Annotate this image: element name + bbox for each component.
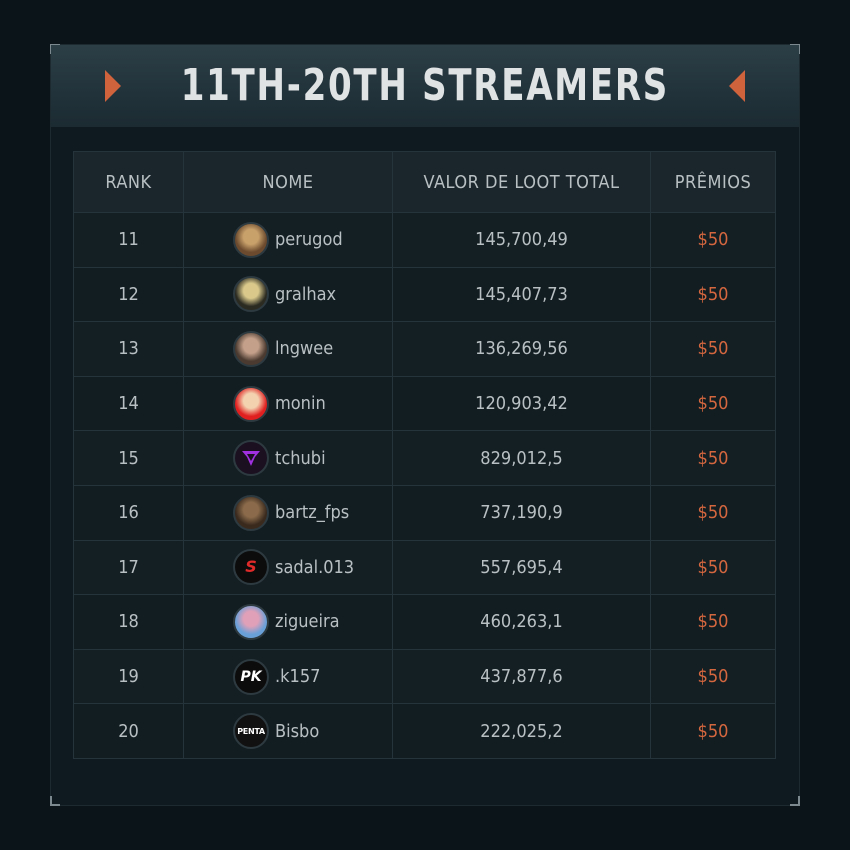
leaderboard-table: RANK NOME VALOR DE LOOT TOTAL PRÊMIOS 11… bbox=[73, 151, 776, 759]
penta-logo-avatar-icon: PENTA bbox=[233, 713, 269, 750]
rank-cell: 18 bbox=[73, 594, 184, 650]
prize-cell: $50 bbox=[650, 375, 776, 432]
streamer-name: bartz_fps bbox=[275, 502, 350, 524]
table-row: 16 bartz_fps 737,190,9 $50 bbox=[73, 484, 776, 541]
leaderboard-panel: 11TH-20TH STREAMERS RANK NOME VALOR DE L… bbox=[50, 44, 800, 806]
rank-cell: 11 bbox=[73, 212, 184, 268]
column-header-prize: PRÊMIOS bbox=[650, 151, 776, 213]
rank-cell: 14 bbox=[73, 375, 184, 432]
pk-logo-avatar-icon: PK bbox=[233, 658, 269, 695]
rank-cell: 17 bbox=[73, 539, 184, 596]
name-cell: zigueira bbox=[183, 594, 393, 650]
prize-cell: $50 bbox=[650, 539, 776, 596]
table-row: 14 monin 120,903,42 $50 bbox=[73, 375, 776, 432]
table-row: 12 gralhax 145,407,73 $50 bbox=[73, 266, 776, 323]
rank-cell: 19 bbox=[73, 648, 184, 705]
streamer-name: zigueira bbox=[275, 611, 340, 633]
streamer-name: perugod bbox=[275, 229, 343, 251]
arrow-right-icon bbox=[105, 70, 122, 102]
arrow-left-icon bbox=[728, 70, 745, 102]
loot-value-cell: 437,877,6 bbox=[392, 648, 651, 705]
name-cell: gralhax bbox=[183, 266, 393, 323]
loot-value-cell: 145,700,49 bbox=[392, 212, 651, 268]
prize-cell: $50 bbox=[650, 266, 776, 323]
rank-cell: 16 bbox=[73, 484, 184, 541]
table-row: 20 PENTA Bisbo 222,025,2 $50 bbox=[73, 703, 776, 759]
streamer-name: tchubi bbox=[275, 447, 326, 469]
prize-cell: $50 bbox=[650, 212, 776, 268]
column-header-loot: VALOR DE LOOT TOTAL bbox=[392, 151, 651, 213]
streamer-name: lngwee bbox=[275, 338, 334, 360]
corner-bracket bbox=[790, 796, 800, 806]
prize-cell: $50 bbox=[650, 321, 776, 377]
loot-value-cell: 222,025,2 bbox=[392, 703, 651, 759]
bird-avatar-icon bbox=[233, 276, 269, 313]
streamer-name: Bisbo bbox=[275, 720, 320, 742]
name-cell: PK .k157 bbox=[183, 648, 393, 705]
loot-value-cell: 460,263,1 bbox=[392, 594, 651, 650]
loot-value-cell: 829,012,5 bbox=[392, 430, 651, 486]
streamer-name: sadal.013 bbox=[275, 556, 355, 578]
prize-cell: $50 bbox=[650, 703, 776, 759]
table-row: 15 tchubi 829,012,5 $50 bbox=[73, 430, 776, 486]
column-header-rank: RANK bbox=[73, 151, 184, 213]
table-row: 13 lngwee 136,269,56 $50 bbox=[73, 321, 776, 377]
photo-avatar-icon bbox=[233, 494, 269, 531]
panel-header: 11TH-20TH STREAMERS bbox=[51, 45, 799, 127]
purple-logo-avatar-icon bbox=[233, 440, 269, 477]
rank-cell: 15 bbox=[73, 430, 184, 486]
loot-value-cell: 557,695,4 bbox=[392, 539, 651, 596]
table-header-row: RANK NOME VALOR DE LOOT TOTAL PRÊMIOS bbox=[73, 151, 776, 213]
name-cell: perugod bbox=[183, 212, 393, 268]
column-header-name: NOME bbox=[183, 151, 393, 213]
streamer-name: monin bbox=[275, 393, 326, 415]
name-cell: PENTA Bisbo bbox=[183, 703, 393, 759]
prize-cell: $50 bbox=[650, 484, 776, 541]
soldier-avatar-icon bbox=[233, 221, 269, 258]
prize-cell: $50 bbox=[650, 648, 776, 705]
rank-cell: 13 bbox=[73, 321, 184, 377]
table-row: 19 PK .k157 437,877,6 $50 bbox=[73, 648, 776, 705]
loot-value-cell: 145,407,73 bbox=[392, 266, 651, 323]
rank-cell: 12 bbox=[73, 266, 184, 323]
streamer-name: gralhax bbox=[275, 283, 337, 305]
name-cell: bartz_fps bbox=[183, 484, 393, 541]
red-s-logo-avatar-icon: S bbox=[233, 549, 269, 586]
streamer-name: .k157 bbox=[275, 666, 321, 688]
prize-cell: $50 bbox=[650, 594, 776, 650]
loot-value-cell: 136,269,56 bbox=[392, 321, 651, 377]
loot-value-cell: 120,903,42 bbox=[392, 375, 651, 432]
table-row: 11 perugod 145,700,49 $50 bbox=[73, 212, 776, 268]
table-row: 18 zigueira 460,263,1 $50 bbox=[73, 594, 776, 650]
rank-cell: 20 bbox=[73, 703, 184, 759]
prize-cell: $50 bbox=[650, 430, 776, 486]
name-cell: monin bbox=[183, 375, 393, 432]
cartoon-face-avatar-icon bbox=[233, 385, 269, 422]
bearded-man-avatar-icon bbox=[233, 330, 269, 367]
name-cell: tchubi bbox=[183, 430, 393, 486]
loot-value-cell: 737,190,9 bbox=[392, 484, 651, 541]
corner-bracket bbox=[50, 796, 60, 806]
table-body: 11 perugod 145,700,49 $50 12 gralhax 145,407,7… bbox=[73, 212, 776, 759]
man-portrait-avatar-icon bbox=[233, 603, 269, 640]
name-cell: lngwee bbox=[183, 321, 393, 377]
page-title: 11TH-20TH STREAMERS bbox=[180, 60, 670, 111]
